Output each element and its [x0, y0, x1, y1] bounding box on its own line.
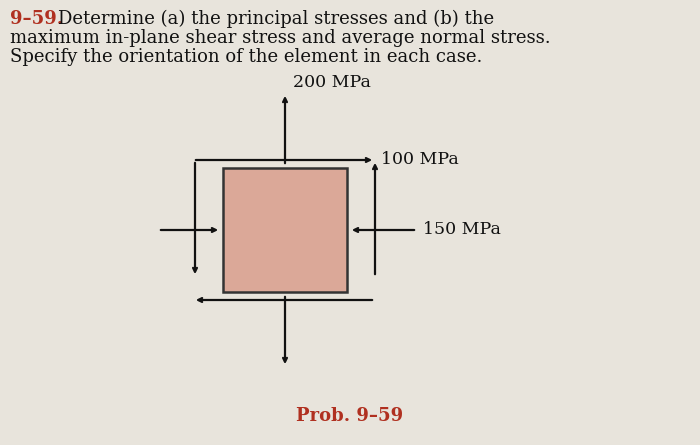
Text: 200 MPa: 200 MPa [293, 74, 371, 91]
Text: maximum in-plane shear stress and average normal stress.: maximum in-plane shear stress and averag… [10, 29, 551, 47]
Text: Determine (a) the principal stresses and (b) the: Determine (a) the principal stresses and… [58, 10, 494, 28]
Bar [223, 168, 347, 292]
Text: Specify the orientation of the element in each case.: Specify the orientation of the element i… [10, 48, 482, 66]
Text: 100 MPa: 100 MPa [381, 151, 458, 169]
Text: 9–59.: 9–59. [10, 10, 63, 28]
Text: Prob. 9–59: Prob. 9–59 [296, 407, 404, 425]
Text: 150 MPa: 150 MPa [423, 222, 501, 239]
